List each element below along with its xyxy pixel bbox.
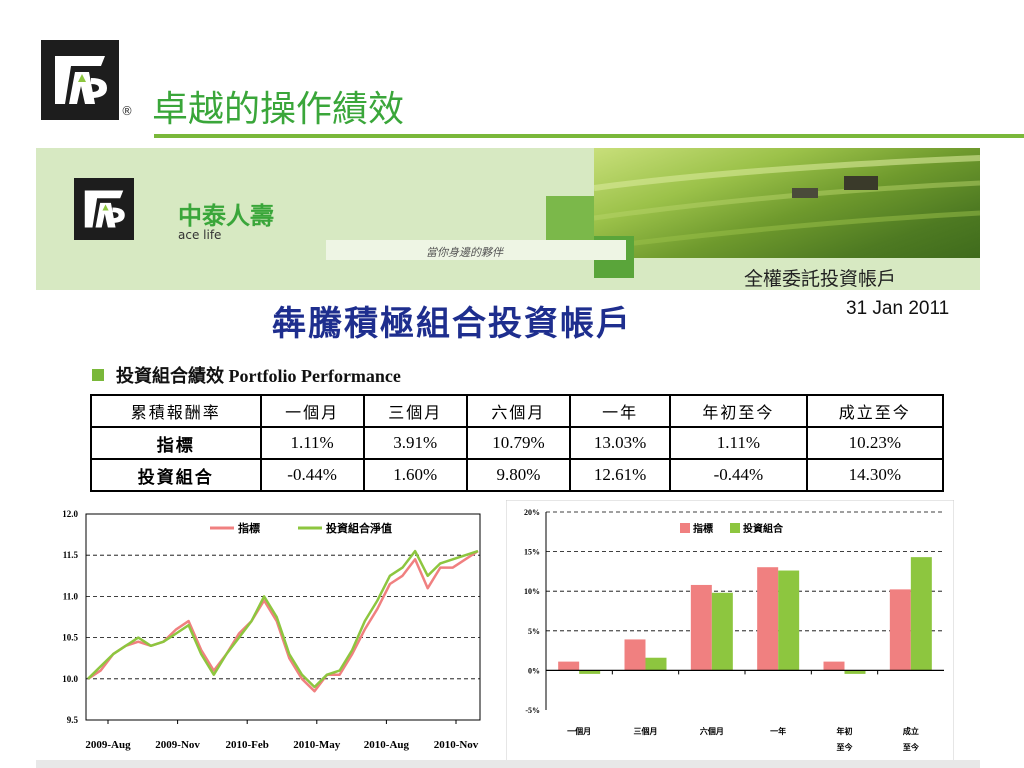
y-tick-label: 10.0 (62, 674, 78, 684)
slogan-band (326, 240, 626, 260)
x-tick-label: 成立 (903, 726, 919, 736)
y-tick-label: 15% (524, 548, 540, 557)
ace-logo-icon (84, 190, 125, 228)
legend-swatch (730, 523, 740, 533)
table-cell: 3.91% (362, 426, 468, 460)
series-line (87, 549, 479, 689)
y-tick-label: 10% (524, 587, 540, 596)
slide-title: 卓越的操作績效 (152, 89, 405, 130)
bullet-square-icon (92, 369, 104, 381)
field-photo (593, 148, 980, 258)
y-tick-label: 10.5 (62, 633, 78, 643)
document-banner: 中泰人壽 ace life 當你身邊的夥伴 全權委託投資帳戶 (36, 148, 980, 290)
return-bar-chart: 20% 15% 10% 5% 0% -5% 一個月 三個月 六個月 一年 年初至今 成立至今 指標 投資組… (506, 500, 954, 762)
y-tick-label: 0% (528, 666, 540, 675)
bar (624, 639, 646, 671)
report-date: 31 Jan 2011 (846, 298, 950, 319)
table-header-cell: 成立至今 (805, 394, 945, 428)
table-header-cell: 年初至今 (669, 394, 808, 428)
bottom-strip (36, 760, 980, 768)
bar (844, 670, 866, 674)
legend-label: 指標 (693, 522, 713, 535)
table-row: 指標 1.11% 3.91% 10.79% 13.03% 1.11% 10.23… (90, 426, 945, 460)
performance-table: 累積報酬率 一個月 三個月 六個月 一年 年初至今 成立至今 指標 1.11% … (90, 394, 945, 492)
bar (645, 657, 667, 671)
bar (889, 589, 911, 671)
x-tick-label: 至今 (837, 742, 853, 752)
banner-caption: 全權委託投資帳戶 (744, 268, 897, 290)
plot-area (85, 513, 481, 721)
y-tick-label: -5% (525, 706, 540, 715)
banner-logo (74, 178, 134, 240)
x-tick-label: 六個月 (700, 726, 724, 736)
legend-label: 投資組合 (743, 522, 784, 535)
table-cell: 12.61% (569, 458, 672, 492)
y-tick-label: 5% (528, 627, 540, 636)
ace-logo-icon (55, 56, 107, 104)
row-label: 投資組合 (90, 458, 262, 492)
bar (910, 557, 932, 671)
bar (711, 592, 733, 671)
table-cell: 1.60% (362, 458, 468, 492)
bar (823, 661, 845, 671)
table-cell: 13.03% (569, 426, 672, 460)
x-tick-label: 2010-Feb (226, 739, 269, 751)
table-cell: 1.11% (259, 426, 365, 460)
x-tick-label: 一個月 (567, 726, 591, 736)
x-tick-label: 2009-Aug (85, 739, 131, 751)
y-tick-label: 11.0 (63, 591, 79, 601)
legend-swatch (680, 523, 690, 533)
brand-name-english: ace life (178, 228, 222, 242)
table-cell: -0.44% (259, 458, 365, 492)
table-cell: 1.11% (669, 426, 808, 460)
table-header-cell: 三個月 (362, 394, 468, 428)
y-tick-label: 20% (524, 508, 540, 517)
decor-square (546, 196, 594, 240)
ace-logo (41, 40, 119, 120)
x-tick-label: 2009-Nov (155, 739, 200, 751)
x-tick-label: 年初 (837, 726, 853, 736)
y-tick-label: 9.5 (67, 715, 79, 725)
y-tick-label: 11.5 (63, 550, 79, 560)
x-tick-label: 2010-Aug (364, 739, 410, 751)
x-tick-label: 三個月 (634, 726, 658, 736)
table-cell: 10.79% (465, 426, 572, 460)
bar (690, 584, 712, 671)
table-cell: 14.30% (805, 458, 945, 492)
bar (757, 567, 779, 671)
brand-name-chinese: 中泰人壽 (178, 202, 274, 230)
row-label: 指標 (90, 426, 262, 460)
nav-line-chart: 12.0 11.5 11.0 10.5 10.0 9.5 2009-Aug 2009-Nov 2… (62, 509, 481, 751)
slogan: 當你身邊的夥伴 (426, 246, 503, 259)
table-header-row: 累積報酬率 一個月 三個月 六個月 一年 年初至今 成立至今 (90, 394, 945, 428)
table-header-cell: 一個月 (259, 394, 365, 428)
legend-label: 指標 (238, 521, 260, 535)
table-header-cell: 一年 (569, 394, 672, 428)
document-title: 犇騰積極組合投資帳戶 (272, 304, 632, 344)
bar (579, 670, 601, 674)
table-header-cell: 累積報酬率 (90, 394, 262, 428)
x-tick-label: 一年 (770, 726, 786, 736)
title-underline (154, 134, 1024, 138)
legend-label: 投資組合淨值 (326, 521, 392, 535)
table-row: 投資組合 -0.44% 1.60% 9.80% 12.61% -0.44% 14… (90, 458, 945, 492)
x-tick-label: 2010-Nov (434, 739, 479, 751)
bar (558, 661, 580, 671)
section-heading: 投資組合績效 Portfolio Performance (116, 366, 401, 386)
x-tick-label: 2010-May (293, 739, 341, 751)
table-cell: 9.80% (465, 458, 572, 492)
y-tick-label: 12.0 (62, 509, 78, 519)
x-tick-label: 至今 (903, 742, 919, 752)
table-cell: -0.44% (669, 458, 808, 492)
bar (778, 570, 800, 671)
registered-mark: ® (121, 104, 133, 118)
table-cell: 10.23% (805, 426, 945, 460)
table-header-cell: 六個月 (465, 394, 572, 428)
